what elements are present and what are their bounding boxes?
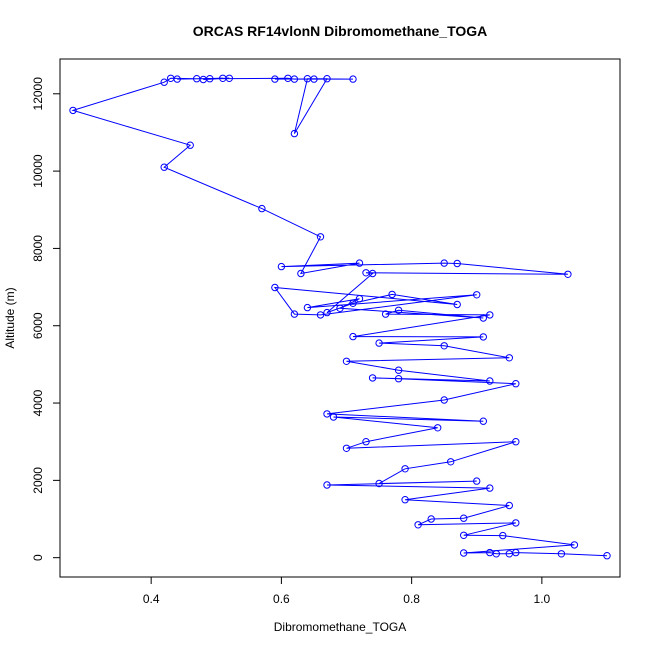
x-tick-label: 1.0 — [534, 592, 551, 606]
series-line — [71, 77, 608, 557]
data-point — [434, 424, 442, 432]
y-tick-label: 12000 — [31, 77, 45, 111]
data-point — [505, 501, 513, 510]
y-axis: 0 2000 4000 6000 8000 10000 12000 — [31, 77, 61, 561]
y-axis-label: Altitude (m) — [3, 287, 17, 348]
data-point — [394, 366, 403, 374]
data-point — [479, 333, 487, 341]
data-point — [362, 438, 370, 446]
data-point — [271, 75, 279, 83]
data-point — [290, 75, 299, 83]
data-point — [394, 375, 403, 383]
data-point — [486, 377, 494, 385]
data-point — [473, 291, 481, 299]
data-point — [290, 310, 299, 318]
data-point — [479, 314, 487, 322]
data-point — [499, 531, 507, 540]
data-point — [303, 75, 312, 83]
data-point — [173, 75, 181, 83]
data-point — [160, 78, 168, 86]
data-point — [512, 519, 520, 527]
data-point — [440, 342, 448, 350]
data-point — [258, 204, 266, 213]
data-point — [505, 354, 513, 362]
x-tick-label: 0.4 — [143, 592, 160, 606]
data-point — [225, 74, 234, 83]
data-point — [336, 304, 344, 312]
data-point — [401, 465, 409, 473]
data-point — [564, 270, 572, 278]
x-axis: 0.4 0.6 0.8 1.0 — [143, 576, 551, 606]
data-point — [355, 259, 364, 267]
data-point — [290, 129, 299, 138]
data-point — [453, 300, 461, 309]
y-tick-label: 6000 — [31, 312, 45, 339]
data-point — [394, 306, 403, 314]
y-tick-label: 8000 — [31, 235, 45, 262]
data-point — [186, 141, 194, 149]
data-point — [473, 477, 481, 485]
data-point — [349, 332, 357, 341]
data-point — [342, 357, 351, 365]
data-point — [479, 417, 487, 425]
x-tick-label: 0.8 — [403, 592, 420, 606]
data-point — [323, 481, 331, 489]
data-point — [414, 521, 422, 529]
y-tick-label: 2000 — [31, 467, 45, 494]
data-point — [206, 75, 214, 83]
data-point — [440, 396, 448, 404]
data-point — [271, 283, 279, 292]
data-point — [401, 496, 409, 504]
data-point — [460, 514, 468, 522]
data-point — [570, 541, 579, 549]
data-point — [323, 75, 331, 83]
data-point — [349, 75, 357, 83]
y-tick-label: 4000 — [31, 389, 45, 416]
data-point — [323, 410, 331, 418]
data-point — [460, 531, 468, 539]
data-point — [362, 269, 370, 277]
x-tick-label: 0.6 — [273, 592, 290, 606]
data-point — [277, 262, 286, 271]
data-point — [69, 106, 77, 115]
chart-title: ORCAS RF14vlonN Dibromomethane_TOGA — [193, 23, 488, 39]
y-tick-label: 10000 — [31, 154, 45, 188]
data-point — [512, 438, 520, 446]
data-point — [329, 413, 338, 421]
data-point — [323, 308, 331, 317]
data-point — [486, 311, 494, 319]
data-point — [388, 290, 396, 299]
data-point — [440, 259, 448, 267]
data-point — [512, 380, 520, 388]
data-point — [603, 552, 611, 560]
x-axis-label: Dibromomethane_TOGA — [274, 620, 407, 634]
data-point — [349, 299, 357, 307]
data-point — [460, 549, 468, 557]
y-tick-label: 0 — [31, 554, 45, 561]
data-point — [486, 484, 494, 492]
data-point — [375, 339, 383, 347]
data-point — [453, 259, 461, 268]
data-point — [447, 458, 455, 466]
data-point — [316, 311, 325, 319]
data-point — [297, 269, 305, 278]
data-point — [557, 550, 566, 558]
data-point — [427, 515, 435, 523]
data-point — [375, 479, 383, 488]
data-point — [505, 550, 513, 558]
data-point — [486, 548, 494, 557]
series-layer — [69, 74, 611, 560]
data-point — [355, 295, 364, 303]
data-point — [316, 233, 325, 241]
data-point — [160, 163, 168, 171]
data-point — [303, 303, 312, 312]
data-point — [368, 374, 377, 382]
data-point — [342, 444, 351, 452]
data-point — [381, 310, 390, 318]
